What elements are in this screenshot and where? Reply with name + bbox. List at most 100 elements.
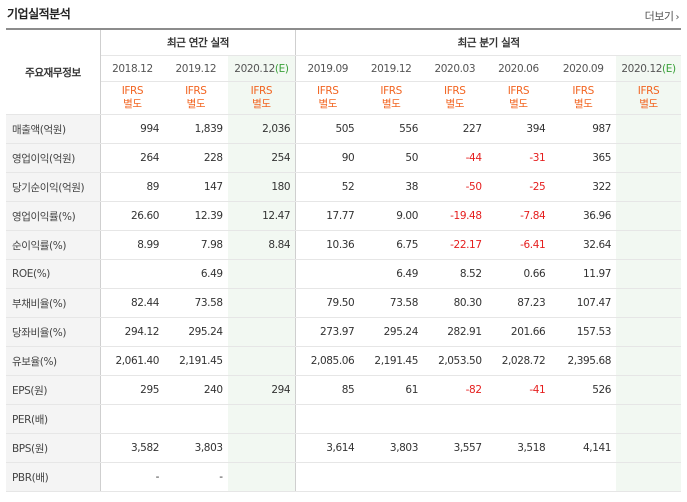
row-label: 영업이익률(%) (6, 201, 101, 231)
value-cell: 11.97 (550, 259, 617, 289)
value-cell: 994 (100, 114, 165, 144)
value-cell: 240 (164, 375, 228, 405)
value-cell: 295.24 (359, 317, 423, 347)
value-cell: 10.36 (295, 230, 360, 260)
table-row: 순이익률(%) 8.99 7.98 8.84 10.36 6.75 -22.17 -6.41 3… (6, 230, 681, 260)
table-row: 유보율(%) 2,061.40 2,191.45 2,085.06 2,191.45 2,… (6, 346, 681, 376)
value-cell: 2,061.40 (100, 346, 165, 376)
value-cell: - (100, 462, 165, 492)
value-cell: -44 (422, 143, 487, 173)
period-header: 2019.12 (359, 55, 423, 82)
value-cell: 36.96 (550, 201, 617, 231)
section-title: 기업실적분석 (7, 7, 71, 21)
period-header: 2020.09 (550, 55, 617, 82)
value-cell: 0.66 (486, 259, 551, 289)
row-label: EPS(원) (6, 375, 101, 405)
value-cell: 3,518 (486, 433, 551, 463)
value-cell: 394 (486, 114, 551, 144)
value-cell: 6.75 (359, 230, 423, 260)
value-cell: -82 (422, 375, 487, 405)
value-cell: 295 (100, 375, 165, 405)
value-cell: 282.91 (422, 317, 487, 347)
separate-label: 별도 (573, 98, 593, 110)
separate-label: 별도 (252, 98, 271, 110)
value-cell: 2,395.68 (550, 346, 617, 376)
value-cell (227, 462, 296, 492)
value-cell: 294 (227, 375, 296, 405)
value-cell: -41 (486, 375, 551, 405)
value-cell: 3,803 (164, 433, 228, 463)
value-cell (616, 114, 681, 144)
row-label: PER(배) (6, 404, 101, 434)
table-row: 당좌비율(%) 294.12 295.24 273.97 295.24 282.91 201… (6, 317, 681, 347)
row-label: PBR(배) (6, 462, 101, 492)
value-cell (616, 317, 681, 347)
more-label: 더보기 (644, 10, 674, 23)
value-cell: 2,085.06 (295, 346, 360, 376)
value-cell (100, 404, 165, 434)
value-cell (616, 346, 681, 376)
value-cell: -6.41 (486, 230, 551, 260)
value-cell: 7.98 (164, 230, 228, 260)
table-row: ROE(%) 6.49 6.49 8.52 0.66 11.97 (6, 259, 681, 289)
period-date: 2019.12 (370, 62, 412, 75)
period-date: 2019.12 (175, 62, 217, 75)
value-cell: 322 (550, 172, 617, 202)
value-cell (486, 462, 551, 492)
row-header-label: 주요재무정보 (6, 28, 101, 115)
value-cell: -50 (422, 172, 487, 202)
period-date: 2020.03 (434, 62, 476, 75)
value-cell (227, 433, 296, 463)
value-cell (227, 404, 296, 434)
ifrs-label: IFRS (637, 85, 660, 97)
period-header: 2020.03 (422, 55, 487, 82)
value-cell: 180 (227, 172, 296, 202)
ifrs-badge: IFRS 별도 (550, 81, 617, 115)
value-cell: 273.97 (295, 317, 360, 347)
period-header: 2019.09 (295, 55, 360, 82)
row-label: BPS(원) (6, 433, 101, 463)
value-cell (295, 259, 360, 289)
value-cell: 365 (550, 143, 617, 173)
value-cell: 12.47 (227, 201, 296, 231)
value-cell (616, 230, 681, 260)
value-cell: 8.99 (100, 230, 165, 260)
value-cell: 82.44 (100, 288, 165, 318)
table-row: 부채비율(%) 82.44 73.58 79.50 73.58 80.30 87.23 107… (6, 288, 681, 318)
ifrs-badge: IFRS 별도 (422, 81, 487, 115)
value-cell: -7.84 (486, 201, 551, 231)
value-cell: 38 (359, 172, 423, 202)
value-cell (422, 404, 487, 434)
value-cell: 2,036 (227, 114, 296, 144)
value-cell (616, 172, 681, 202)
value-cell: 2,028.72 (486, 346, 551, 376)
value-cell: 26.60 (100, 201, 165, 231)
chevron-right-icon: › (675, 12, 680, 23)
value-cell (550, 404, 617, 434)
period-date: 2020.06 (498, 62, 539, 75)
more-link[interactable]: 더보기 › (644, 8, 680, 24)
value-cell: 201.66 (486, 317, 551, 347)
table-row: PER(배) (6, 404, 681, 434)
ifrs-badge: IFRS 별도 (295, 81, 360, 115)
value-cell (422, 462, 487, 492)
table-row: 영업이익(억원) 264 228 254 90 50 -44 -31 365 (6, 143, 681, 173)
value-cell (100, 259, 165, 289)
value-cell: 2,191.45 (359, 346, 423, 376)
row-label: 당좌비율(%) (6, 317, 101, 347)
value-cell: 50 (359, 143, 423, 173)
value-cell (486, 404, 551, 434)
value-cell: -19.48 (422, 201, 487, 231)
value-cell: 9.00 (359, 201, 423, 231)
ifrs-label: IFRS (317, 85, 339, 97)
value-cell: 32.64 (550, 230, 617, 260)
value-cell: 87.23 (486, 288, 551, 318)
value-cell (616, 143, 681, 173)
financial-summary-table: 주요재무정보 최근 연간 실적 최근 분기 실적 2018.12 2019.12 2… (6, 28, 681, 492)
ifrs-label: IFRS (444, 85, 466, 97)
value-cell: 8.84 (227, 230, 296, 260)
value-cell: 52 (295, 172, 360, 202)
value-cell: 157.53 (550, 317, 617, 347)
period-header: 2018.12 (100, 55, 165, 82)
value-cell: 3,614 (295, 433, 360, 463)
